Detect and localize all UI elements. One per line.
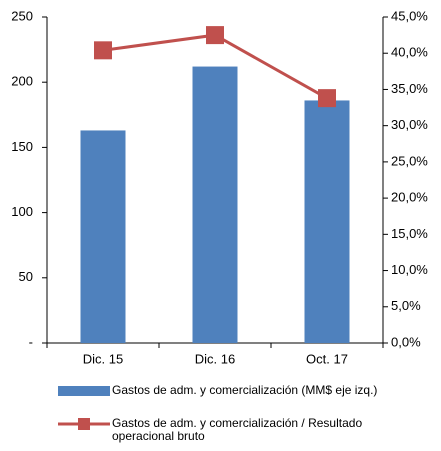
y2-tick-label: 5,0% <box>391 298 421 313</box>
y-tick-label: 150 <box>11 139 33 154</box>
legend-label: Gastos de adm. y comercialización (MM$ e… <box>112 383 378 397</box>
y2-tick-label: 10,0% <box>391 262 428 277</box>
marker <box>94 41 112 60</box>
y2-tick-label: 40,0% <box>391 45 428 60</box>
y2-tick-label: 15,0% <box>391 226 428 241</box>
y-tick-label: 250 <box>11 8 33 23</box>
y-tick-label: 50 <box>19 269 33 284</box>
x-tick-label: Dic. 16 <box>195 351 235 366</box>
y2-tick-label: 0,0% <box>391 334 421 349</box>
y2-tick-label: 45,0% <box>391 8 428 23</box>
bar <box>192 66 238 343</box>
legend-marker <box>78 418 90 430</box>
legend-swatch <box>58 386 110 396</box>
bar <box>80 130 126 343</box>
y2-tick-label: 30,0% <box>391 117 428 132</box>
marker <box>206 26 224 45</box>
x-tick-label: Oct. 17 <box>306 351 348 366</box>
bar <box>304 100 350 344</box>
y-tick-label: - <box>29 334 33 349</box>
y2-tick-label: 25,0% <box>391 153 428 168</box>
x-tick-label: Dic. 15 <box>83 351 123 366</box>
y-tick-label: 200 <box>11 74 33 89</box>
y2-tick-label: 35,0% <box>391 81 428 96</box>
y2-tick-label: 20,0% <box>391 190 428 205</box>
y-tick-label: 100 <box>11 204 33 219</box>
legend-label: Gastos de adm. y comercialización / Resu… <box>112 416 363 443</box>
marker <box>318 89 336 108</box>
